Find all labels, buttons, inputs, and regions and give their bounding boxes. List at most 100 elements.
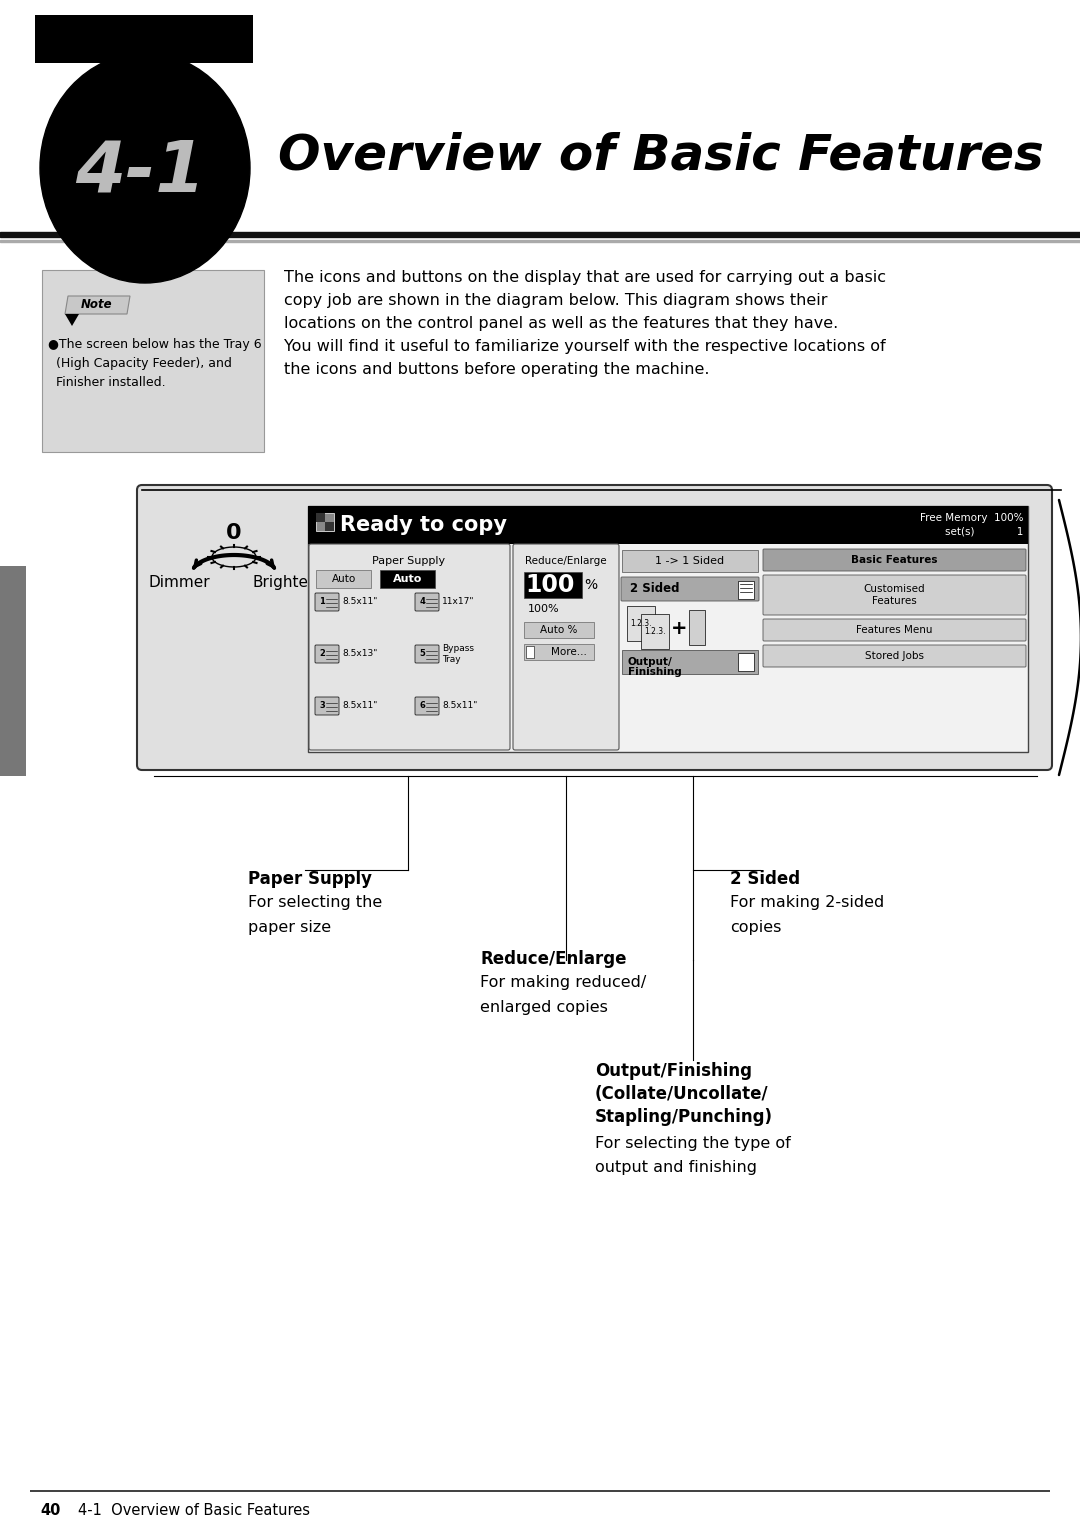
Bar xyxy=(689,610,705,645)
Text: ●The screen below has the Tray 6: ●The screen below has the Tray 6 xyxy=(48,338,261,351)
Text: More...: More... xyxy=(551,646,586,657)
Bar xyxy=(325,523,334,532)
Text: Output/Finishing: Output/Finishing xyxy=(595,1062,752,1080)
Text: 1.2.3.: 1.2.3. xyxy=(631,619,651,628)
Text: Bypass
Tray: Bypass Tray xyxy=(442,645,474,663)
Text: Reduce/Enlarge: Reduce/Enlarge xyxy=(480,950,626,969)
Bar xyxy=(738,581,754,599)
FancyBboxPatch shape xyxy=(415,697,438,715)
Bar xyxy=(0,565,26,776)
Bar xyxy=(524,571,582,597)
Text: 8.5x11": 8.5x11" xyxy=(342,701,377,711)
Ellipse shape xyxy=(40,53,249,283)
FancyBboxPatch shape xyxy=(315,593,339,611)
Text: Finishing: Finishing xyxy=(627,668,681,677)
FancyBboxPatch shape xyxy=(621,578,759,601)
Polygon shape xyxy=(65,296,130,313)
Text: Auto: Auto xyxy=(332,575,356,584)
Text: (High Capacity Feeder), and: (High Capacity Feeder), and xyxy=(48,358,232,370)
Text: 40: 40 xyxy=(40,1504,60,1517)
Text: Stored Jobs: Stored Jobs xyxy=(865,651,924,662)
Text: 1: 1 xyxy=(319,597,325,607)
Text: Features Menu: Features Menu xyxy=(856,625,933,636)
Text: Basic Features: Basic Features xyxy=(851,555,937,565)
Text: You will find it useful to familiarize yourself with the respective locations of: You will find it useful to familiarize y… xyxy=(284,339,886,354)
Text: 6: 6 xyxy=(419,701,424,711)
Text: Paper Supply: Paper Supply xyxy=(373,556,446,565)
Text: Note: Note xyxy=(81,298,112,312)
Text: 2 Sided: 2 Sided xyxy=(730,869,800,888)
Text: Finisher installed.: Finisher installed. xyxy=(48,376,165,390)
Text: 4: 4 xyxy=(419,597,424,607)
Text: the icons and buttons before operating the machine.: the icons and buttons before operating t… xyxy=(284,362,710,377)
Text: paper size: paper size xyxy=(248,920,332,935)
Bar xyxy=(738,652,754,671)
Text: 8.5x11": 8.5x11" xyxy=(442,701,477,711)
Text: The icons and buttons on the display that are used for carrying out a basic: The icons and buttons on the display tha… xyxy=(284,270,886,286)
Text: Auto %: Auto % xyxy=(540,625,578,636)
Polygon shape xyxy=(65,313,79,325)
Bar xyxy=(524,643,594,660)
Bar xyxy=(0,232,1080,237)
Bar xyxy=(642,614,669,649)
Text: copies: copies xyxy=(730,920,781,935)
FancyBboxPatch shape xyxy=(762,645,1026,668)
Text: Output/: Output/ xyxy=(627,657,673,668)
Text: Stapling/Punching): Stapling/Punching) xyxy=(595,1108,773,1126)
Text: 1.2.3.: 1.2.3. xyxy=(645,626,665,636)
Text: 11x17": 11x17" xyxy=(442,597,474,607)
Text: For selecting the: For selecting the xyxy=(248,895,382,911)
Text: For making reduced/: For making reduced/ xyxy=(480,975,646,990)
FancyBboxPatch shape xyxy=(137,484,1052,770)
Text: 3: 3 xyxy=(319,701,325,711)
Text: 100: 100 xyxy=(525,573,575,597)
Text: For making 2-sided: For making 2-sided xyxy=(730,895,885,911)
Text: Customised
Features: Customised Features xyxy=(864,584,926,605)
Text: copy job are shown in the diagram below. This diagram shows their: copy job are shown in the diagram below.… xyxy=(284,293,827,309)
Text: Paper Supply: Paper Supply xyxy=(248,869,372,888)
Text: 100%: 100% xyxy=(528,604,559,614)
Text: Brighter: Brighter xyxy=(253,575,315,590)
Bar xyxy=(622,550,758,571)
Bar xyxy=(622,649,758,674)
FancyBboxPatch shape xyxy=(415,645,438,663)
FancyBboxPatch shape xyxy=(415,593,438,611)
Text: +: + xyxy=(671,619,687,637)
FancyBboxPatch shape xyxy=(315,697,339,715)
Bar xyxy=(526,646,534,659)
FancyBboxPatch shape xyxy=(513,544,619,750)
Bar xyxy=(524,622,594,639)
Text: set(s)             1: set(s) 1 xyxy=(945,527,1023,536)
Text: 8.5x11": 8.5x11" xyxy=(342,597,377,607)
Bar xyxy=(42,270,264,452)
Text: Dimmer: Dimmer xyxy=(148,575,210,590)
Bar xyxy=(627,607,654,642)
Text: 5: 5 xyxy=(419,649,424,659)
Text: locations on the control panel as well as the features that they have.: locations on the control panel as well a… xyxy=(284,316,838,332)
Text: Ready to copy: Ready to copy xyxy=(340,515,507,535)
Text: 1 -> 1 Sided: 1 -> 1 Sided xyxy=(656,556,725,565)
Bar xyxy=(35,15,253,63)
Text: enlarged copies: enlarged copies xyxy=(480,999,608,1015)
FancyBboxPatch shape xyxy=(315,645,339,663)
Text: 4-1  Overview of Basic Features: 4-1 Overview of Basic Features xyxy=(78,1504,310,1517)
Text: 8.5x13": 8.5x13" xyxy=(342,649,377,659)
Text: 2: 2 xyxy=(319,649,325,659)
Text: 0: 0 xyxy=(226,523,242,542)
Text: For selecting the type of: For selecting the type of xyxy=(595,1135,791,1151)
Text: Free Memory  100%: Free Memory 100% xyxy=(919,513,1023,523)
Bar xyxy=(308,506,1028,544)
Text: 2 Sided: 2 Sided xyxy=(630,582,679,596)
Text: output and finishing: output and finishing xyxy=(595,1160,757,1175)
Text: Overview of Basic Features: Overview of Basic Features xyxy=(278,131,1043,179)
FancyBboxPatch shape xyxy=(762,549,1026,571)
Text: 4-1: 4-1 xyxy=(75,138,205,206)
Bar xyxy=(316,513,334,532)
Text: Reduce/Enlarge: Reduce/Enlarge xyxy=(525,556,607,565)
Text: %: % xyxy=(584,578,597,591)
Bar xyxy=(308,506,1028,752)
FancyBboxPatch shape xyxy=(309,544,510,750)
Bar xyxy=(0,240,1080,241)
Bar xyxy=(316,570,372,588)
Text: Auto: Auto xyxy=(393,575,422,584)
